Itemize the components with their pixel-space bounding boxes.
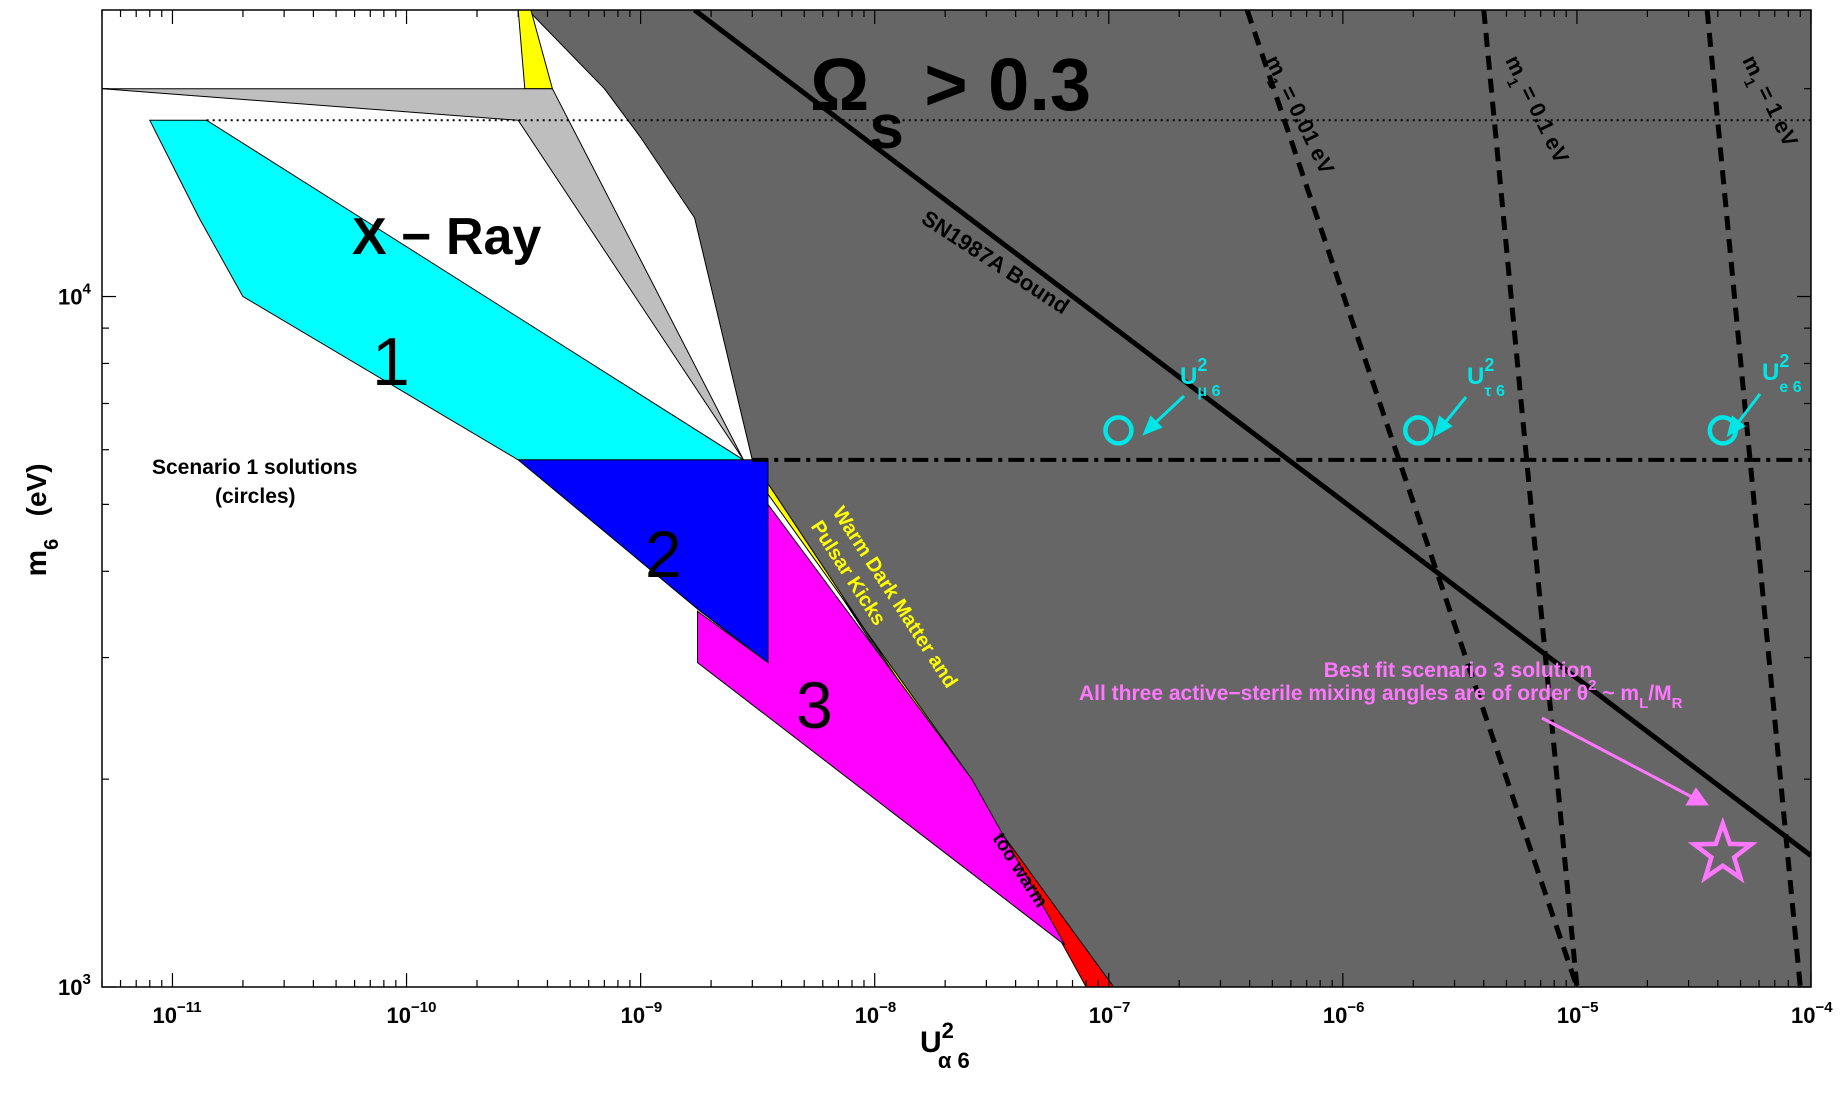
scenario-1-label-line1: Scenario 1 solutions — [152, 456, 357, 479]
u-e6-label: U2 e 6 — [1762, 351, 1802, 396]
regions-group — [102, 10, 1811, 987]
y-tick-labels: 103 104 — [58, 281, 91, 1000]
xray-label: X − Ray — [352, 208, 541, 266]
omega-label: Ωs > 0.3 — [810, 43, 1091, 162]
plot-frame — [101, 9, 1812, 988]
y-tick-label: 103 — [58, 971, 91, 1000]
best-fit-star — [1687, 816, 1758, 884]
x-tick-label: 10−9 — [621, 999, 663, 1028]
u-mu6-label: U2 μ 6 — [1180, 355, 1221, 400]
axis-ticks — [101, 10, 1812, 988]
region-2-label: 2 — [645, 517, 682, 591]
x-tick-label: 10−11 — [152, 999, 201, 1028]
y-tick-label: 104 — [58, 281, 91, 310]
omega-region — [527, 10, 1811, 987]
best-fit-arrow — [1541, 716, 1709, 806]
x-axis-label: U2 α 6 — [920, 1018, 970, 1073]
x-tick-label: 10−5 — [1557, 999, 1599, 1028]
x-tick-label: 10−7 — [1089, 999, 1131, 1028]
x-tick-label: 10−4 — [1791, 999, 1833, 1028]
best-fit-label-line2: All three active−sterile mixing angles a… — [1079, 677, 1683, 712]
u-tau6-label: U2 τ 6 — [1467, 355, 1505, 400]
x-tick-label: 10−6 — [1323, 999, 1365, 1028]
region-1-label: 1 — [372, 324, 410, 400]
x-tick-label: 10−8 — [855, 999, 897, 1028]
m1-1ev-line — [1704, 10, 1803, 987]
lines-group — [206, 10, 1811, 987]
x-tick-label: 10−10 — [387, 999, 437, 1028]
scenario-1-label-line2: (circles) — [215, 485, 296, 508]
region-3-label: 3 — [796, 668, 833, 742]
scenario-1-circle-mu — [1103, 415, 1134, 446]
scenario-1-arrows — [1142, 393, 1762, 438]
best-fit-label-line1: Best fit scenario 3 solution — [1324, 659, 1592, 682]
x-tick-labels: 10−11 10−10 10−9 10−8 10−7 10−6 10−5 10−4 — [152, 999, 1833, 1028]
y-axis-label: m6 (eV) — [20, 463, 63, 576]
blue-region — [516, 459, 769, 664]
magenta-region — [697, 502, 1066, 946]
scenario-1-circle-tau — [1403, 415, 1434, 446]
m1-0.1ev-line — [1481, 10, 1580, 987]
svg-text:m6 (eV): m6 (eV) — [20, 463, 63, 576]
sn1987a-line — [693, 10, 1811, 858]
m1-0.01ev-line — [1244, 10, 1580, 987]
